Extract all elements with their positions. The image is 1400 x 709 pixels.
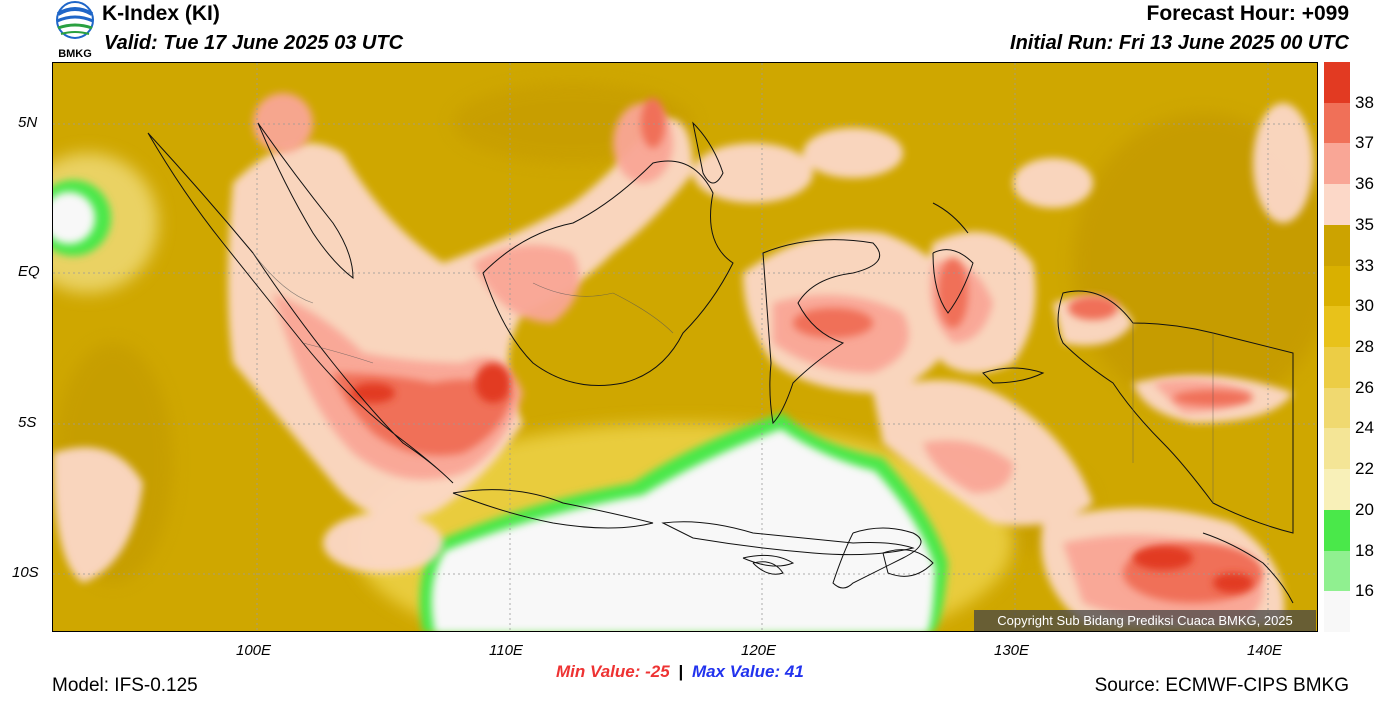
colorbar-label: 24 <box>1355 418 1374 438</box>
colorbar-swatch <box>1324 306 1350 348</box>
model-label: Model: IFS-0.125 <box>52 675 198 696</box>
lon-label-120e: 120E <box>741 642 777 659</box>
colorbar <box>1324 62 1350 633</box>
lon-label-130e: 130E <box>994 642 1030 659</box>
colorbar-label: 28 <box>1355 337 1374 356</box>
lon-label-110e: 110E <box>489 642 523 659</box>
map-panel <box>52 62 1318 632</box>
colorbar-label: 35 <box>1355 214 1374 234</box>
bmkg-logo: BMKG <box>52 0 98 60</box>
lat-label-5s: 5S <box>18 414 37 431</box>
map-title: K-Index (KI) <box>102 2 220 25</box>
colorbar-label: 22 <box>1355 459 1374 479</box>
colorbar-swatch <box>1324 102 1350 144</box>
forecast-hour: Forecast Hour: +099 <box>1146 2 1350 25</box>
colorbar-swatch <box>1324 347 1350 389</box>
colorbar-label: 38 <box>1355 92 1374 112</box>
colorbar-label: 18 <box>1355 540 1374 560</box>
lat-label-5n: 5N <box>18 114 38 131</box>
colorbar-swatch <box>1324 62 1350 104</box>
colorbar-swatch <box>1324 224 1350 267</box>
colorbar-swatch <box>1324 469 1350 511</box>
logo-text: BMKG <box>58 48 92 60</box>
lon-label-140e: 140E <box>1247 642 1283 659</box>
colorbar-swatch <box>1324 550 1350 592</box>
min-value: Min Value: -25 <box>556 662 670 681</box>
lat-label-eq: EQ <box>18 263 40 280</box>
colorbar-label: 30 <box>1355 296 1374 316</box>
min-max-values: Min Value: -25 | Max Value: 41 <box>556 662 804 681</box>
lat-label-10s: 10S <box>12 564 39 581</box>
colorbar-swatch <box>1324 265 1350 307</box>
colorbar-swatch <box>1324 591 1350 633</box>
initial-run: Initial Run: Fri 13 June 2025 00 UTC <box>1010 32 1349 54</box>
colorbar-label: 36 <box>1355 174 1374 194</box>
colorbar-label: 33 <box>1355 255 1374 275</box>
source-label: Source: ECMWF-CIPS BMKG <box>1094 675 1349 696</box>
colorbar-label: 20 <box>1355 499 1374 519</box>
colorbar-label: 16 <box>1355 581 1374 601</box>
colorbar-swatch <box>1324 387 1350 429</box>
colorbar-label: 37 <box>1355 133 1374 153</box>
colorbar-swatch <box>1324 143 1350 185</box>
max-value: Max Value: 41 <box>691 662 804 681</box>
colorbar-swatch <box>1324 509 1350 552</box>
valid-time: Valid: Tue 17 June 2025 03 UTC <box>104 32 404 54</box>
lon-label-100e: 100E <box>236 642 272 659</box>
k-index-field <box>53 63 1317 631</box>
copyright-notice: Copyright Sub Bidang Prediksi Cuaca BMKG… <box>974 610 1316 631</box>
colorbar-swatch <box>1324 428 1350 470</box>
colorbar-swatch <box>1324 184 1350 226</box>
colorbar-label: 26 <box>1355 377 1374 397</box>
